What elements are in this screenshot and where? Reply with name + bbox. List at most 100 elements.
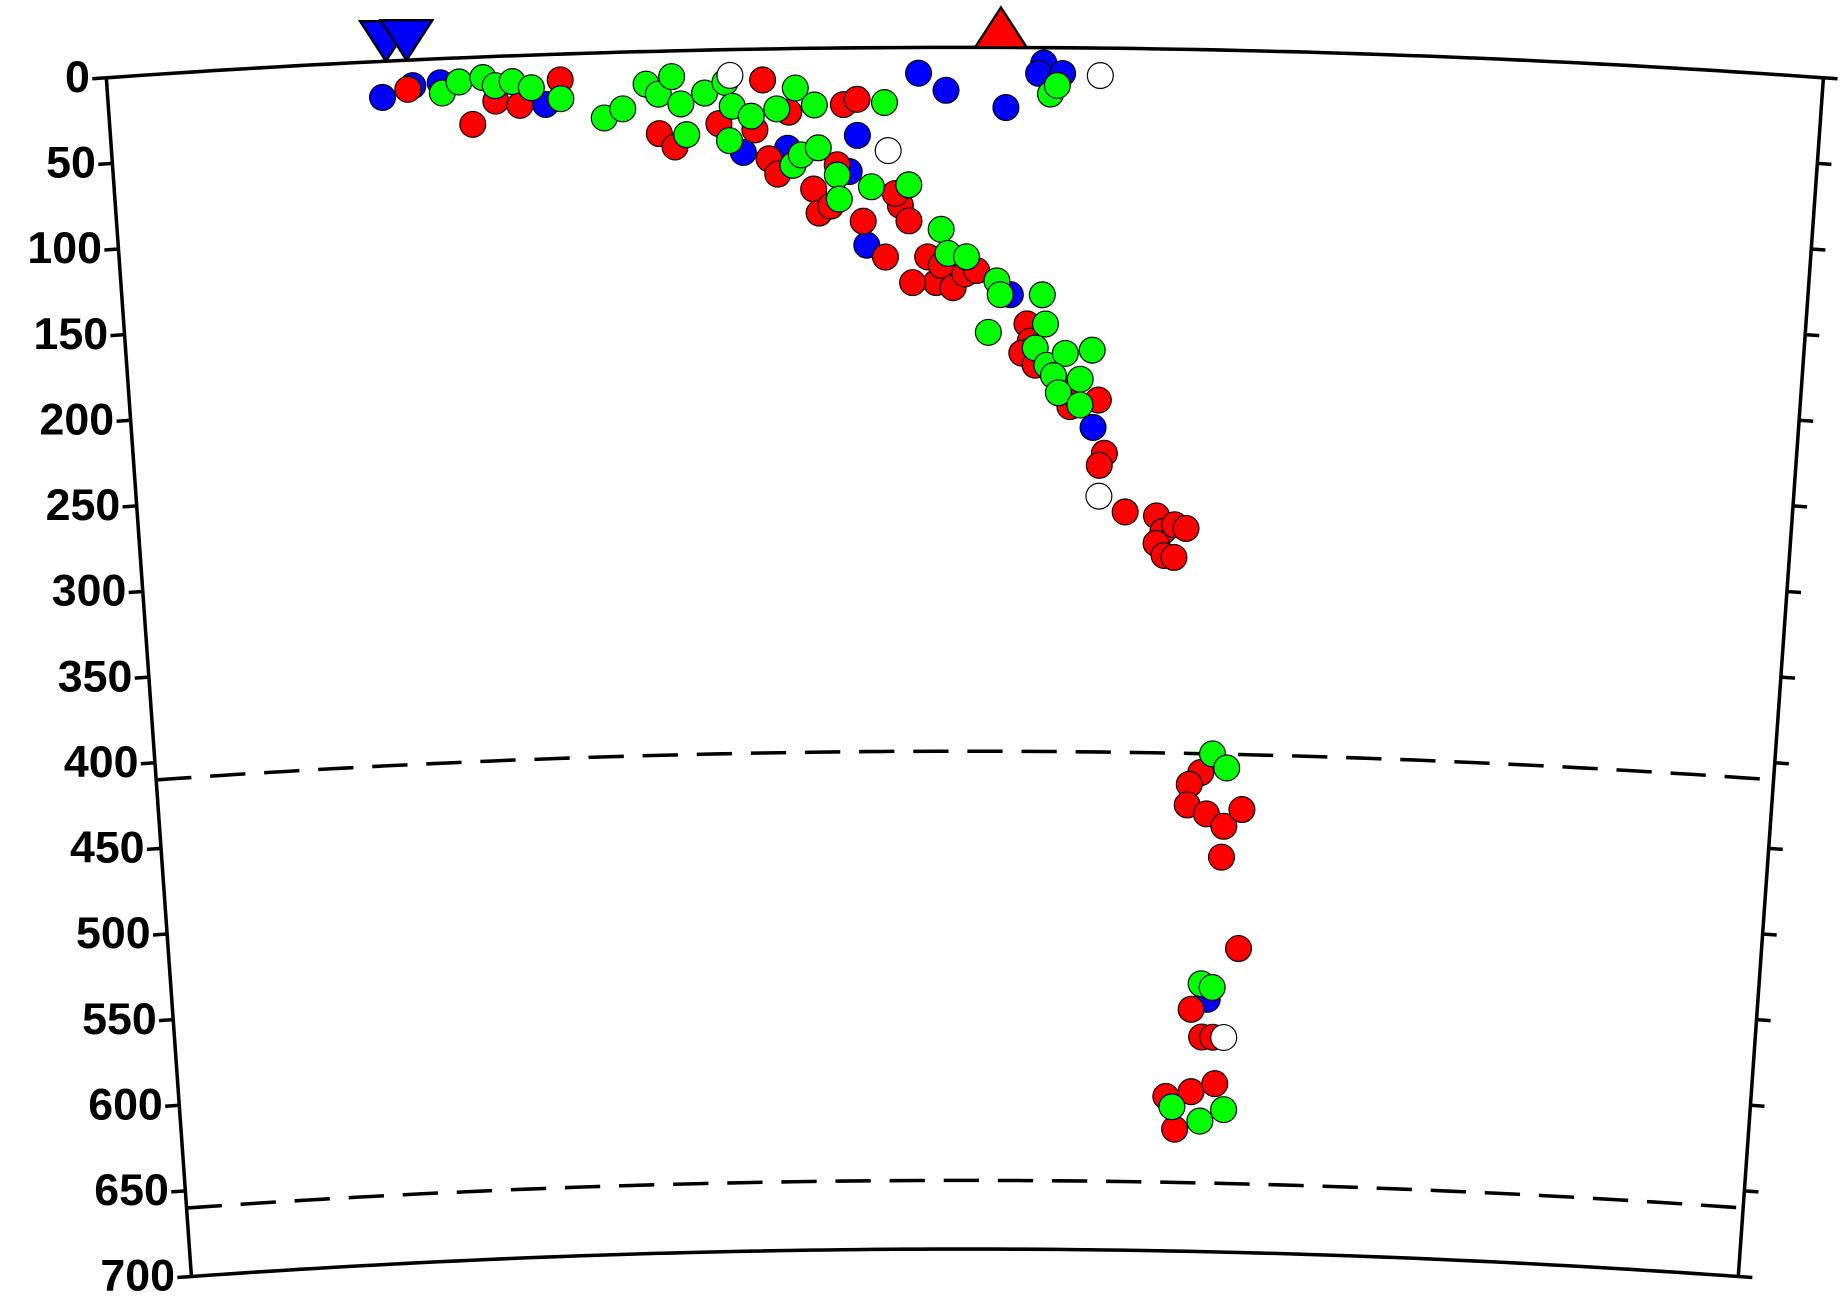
y-tick-right <box>1750 1103 1765 1109</box>
event-point <box>857 173 885 201</box>
event-point <box>763 95 791 123</box>
y-tick-label: 700 <box>100 1252 175 1301</box>
y-tick <box>92 76 107 81</box>
event-point <box>1078 336 1106 364</box>
event-point <box>517 74 545 102</box>
event-point <box>715 127 744 155</box>
event-point <box>1066 365 1094 393</box>
event-point <box>843 121 871 149</box>
frame-left <box>104 77 194 1277</box>
y-tick <box>158 1017 174 1023</box>
y-tick <box>146 846 162 852</box>
event-point <box>1160 543 1188 571</box>
event-point <box>992 93 1020 122</box>
y-tick-label: 200 <box>40 395 115 444</box>
y-tick-label: 550 <box>82 995 157 1044</box>
y-tick-right <box>1823 76 1838 81</box>
event-point <box>394 75 422 103</box>
y-tick-right <box>1805 332 1820 338</box>
y-tick <box>171 1189 186 1194</box>
y-tick-right <box>1792 504 1808 509</box>
y-tick-label: 300 <box>52 567 127 616</box>
event-point <box>843 85 871 113</box>
event-point <box>1111 498 1139 526</box>
y-tick-label: 250 <box>46 481 121 530</box>
station-symbol <box>378 19 435 63</box>
frame-right <box>1736 77 1826 1277</box>
event-point <box>1186 1107 1214 1135</box>
y-tick <box>140 761 156 766</box>
event-point <box>1177 995 1205 1023</box>
event-point <box>927 215 955 243</box>
y-tick-right <box>1798 418 1814 424</box>
y-tick-right <box>1811 247 1826 252</box>
event-point <box>899 269 927 297</box>
event-point <box>1031 310 1060 338</box>
y-tick <box>122 504 137 509</box>
event-point <box>905 59 933 87</box>
event-point <box>804 134 832 162</box>
y-tick-right <box>1756 1017 1771 1023</box>
event-point <box>932 76 960 104</box>
y-tick <box>165 1103 180 1109</box>
frame: 0 50 100 150 200 250 300 350 400 450 500 550 600 650 7… <box>27 45 1838 1301</box>
event-point <box>547 85 575 113</box>
frame-bottom <box>191 1247 1739 1279</box>
y-tick-right <box>1780 675 1796 680</box>
event-point <box>368 83 397 111</box>
y-tick <box>128 589 143 595</box>
event-point <box>781 74 809 102</box>
y-tick-label: 500 <box>76 909 151 958</box>
event-point <box>658 63 686 91</box>
y-tick-label: 650 <box>94 1166 169 1215</box>
event-point <box>1207 843 1236 871</box>
event-point <box>1198 973 1226 1001</box>
event-point <box>870 89 898 117</box>
event-point <box>1210 1023 1238 1052</box>
event-point <box>1172 514 1200 542</box>
event-point <box>871 243 900 271</box>
event-point <box>1044 379 1072 407</box>
y-tick <box>177 1274 192 1280</box>
event-point <box>445 68 473 96</box>
y-tick-label: 450 <box>70 824 145 873</box>
event-point <box>974 318 1002 346</box>
y-tick <box>116 418 131 424</box>
event-point <box>716 61 744 89</box>
y-tick-right <box>1786 589 1802 595</box>
event-point <box>1066 391 1094 419</box>
y-tick-right <box>1738 1274 1753 1280</box>
y-tick <box>110 332 125 338</box>
event-point <box>823 161 851 189</box>
event-point <box>749 66 777 94</box>
event-point <box>1213 754 1241 782</box>
event-point <box>895 171 923 199</box>
event-point <box>1043 71 1071 99</box>
y-tick <box>98 161 113 167</box>
event-point <box>1228 795 1256 824</box>
event-point <box>953 243 981 271</box>
event-point <box>1079 413 1107 441</box>
y-tick-label: 0 <box>65 53 90 102</box>
y-tick-label: 600 <box>88 1080 163 1129</box>
event-point <box>800 91 828 119</box>
y-tick <box>104 247 119 252</box>
y-tick-label: 50 <box>46 139 96 188</box>
marks <box>357 5 1256 1143</box>
y-tick-right <box>1768 846 1783 852</box>
event-point <box>1158 1093 1186 1121</box>
y-tick-label: 150 <box>33 310 108 359</box>
event-point <box>849 207 877 235</box>
event-point <box>986 281 1014 309</box>
station-symbol <box>972 5 1029 49</box>
y-tick <box>134 675 149 680</box>
event-point <box>1051 339 1079 367</box>
event-point <box>1086 62 1114 90</box>
y-tick-label: 400 <box>64 738 139 787</box>
event-point <box>1201 1070 1229 1098</box>
event-point <box>895 207 923 235</box>
y-tick-label: 350 <box>58 652 133 701</box>
reference-depth-line <box>186 1178 1744 1210</box>
